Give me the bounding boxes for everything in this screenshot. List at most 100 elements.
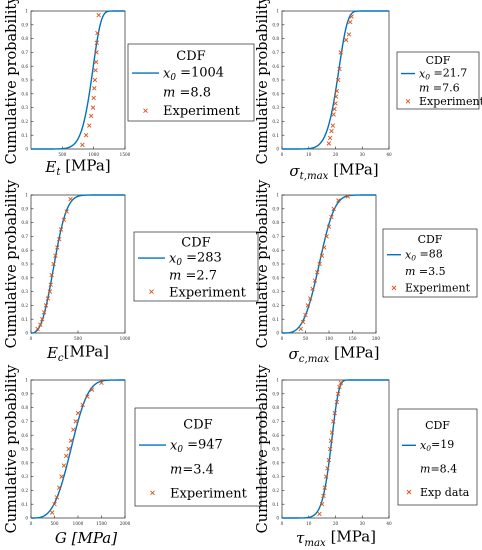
legend-entry: x0 =283 xyxy=(169,250,222,268)
experiment-point xyxy=(49,510,55,515)
y-tick-label: 0.9 xyxy=(272,22,279,27)
y-tick-label: 0.5 xyxy=(272,78,279,83)
legend-entry: x0 =1004 xyxy=(163,65,224,83)
legend: CDF x0 =947 m=3.4 Experiment xyxy=(134,407,262,507)
x-tick-label: 30 xyxy=(360,521,366,526)
x-tick-label: 500 xyxy=(58,152,66,157)
cdf-curve xyxy=(31,194,125,334)
y-tick-label: 1 xyxy=(25,193,28,198)
x-tick-label: 0 xyxy=(281,336,284,341)
y-axis-label: Cumulative probability xyxy=(4,0,20,164)
experiment-point xyxy=(89,387,95,392)
experiment-point xyxy=(327,446,333,452)
experiment-point xyxy=(64,209,69,214)
legend-entry: m=8.4 xyxy=(420,463,457,476)
experiment-point xyxy=(95,30,100,36)
experiment-point xyxy=(92,86,97,91)
experiment-point xyxy=(56,485,62,490)
legend-entry: m =8.8 xyxy=(163,85,211,100)
experiment-point xyxy=(321,493,326,499)
y-tick-label: 0.6 xyxy=(21,64,28,69)
y-tick-label: 0 xyxy=(25,331,28,336)
chart-panel-5: 0 0.1 0.2 0.3 0.4 0.5 0.6 0.7 0.8 0.9 1 0 500 1000 150… xyxy=(4,364,262,547)
y-tick-label: 0.2 xyxy=(272,119,279,124)
chart-panel-2: 00.10.20.30.40.50.60.70.80.910 10 20 30 40Cu… xyxy=(255,0,482,182)
experiment-point xyxy=(330,123,336,128)
y-tick-label: 0.6 xyxy=(21,433,28,438)
y-tick-label: 1 xyxy=(276,378,279,383)
experiment-point xyxy=(343,37,349,43)
experiment-point xyxy=(73,419,78,424)
legend-marker-swatch xyxy=(150,490,155,496)
x-tick-label: 1500 xyxy=(120,152,131,157)
y-axis-label: Cumulative probability xyxy=(4,179,20,349)
experiment-point xyxy=(322,245,327,250)
y-tick-label: 0.6 xyxy=(21,248,28,253)
experiment-point xyxy=(93,68,98,73)
x-tick-label: 0 xyxy=(30,336,33,341)
experiment-point xyxy=(93,59,99,65)
experiment-point xyxy=(327,135,333,141)
y-tick-label: 0.8 xyxy=(272,36,279,41)
experiment-point xyxy=(92,77,98,83)
y-tick-label: 0.9 xyxy=(21,22,28,27)
legend-entry: Experiment xyxy=(170,486,248,501)
y-tick-label: 0.5 xyxy=(272,262,279,267)
y-axis-label: Cumulative probability xyxy=(4,364,20,534)
legend-marker-swatch xyxy=(406,489,412,495)
experiment-point xyxy=(346,32,352,37)
experiment-point xyxy=(328,438,334,443)
experiment-point xyxy=(324,234,329,239)
legend-entry: m =7.6 xyxy=(419,81,460,94)
experiment-point xyxy=(55,245,60,250)
legend: CDF x0=19 m=8.4 Exp data xyxy=(397,408,478,506)
y-tick-label: 0.6 xyxy=(272,248,279,253)
experiment-point xyxy=(319,253,325,258)
legend-marker-swatch xyxy=(405,99,411,104)
x-tick-label: 1000 xyxy=(73,521,84,526)
x-tick-label: 40 xyxy=(386,152,392,157)
experiment-point xyxy=(64,453,69,459)
experiment-point xyxy=(83,132,89,138)
experiment-point xyxy=(326,457,332,463)
legend-title: CDF xyxy=(181,235,210,250)
y-tick-label: 0.9 xyxy=(272,391,279,396)
experiment-point xyxy=(94,50,99,55)
y-tick-label: 0.7 xyxy=(21,234,28,239)
experiment-point xyxy=(96,12,101,18)
experiment-point xyxy=(48,282,53,287)
x-tick-label: 30 xyxy=(360,152,366,157)
experiment-point xyxy=(43,303,49,308)
experiment-point xyxy=(317,261,322,267)
experiment-point xyxy=(91,95,96,101)
legend-entry: m =2.7 xyxy=(169,268,217,283)
experiment-point xyxy=(329,214,334,220)
experiment-point xyxy=(80,142,85,148)
experiment-point xyxy=(38,322,43,327)
y-tick-label: 0.4 xyxy=(272,275,279,280)
legend-entry: Experiment xyxy=(405,282,471,295)
plot-area xyxy=(30,379,126,519)
experiment-point xyxy=(52,501,57,507)
experiment-point xyxy=(335,391,341,397)
experiment-point xyxy=(337,384,342,390)
x-tick-label: 10 xyxy=(306,152,312,157)
x-axis-label: G [MPa] xyxy=(55,529,117,547)
experiment-point xyxy=(317,511,322,517)
y-tick-label: 0.4 xyxy=(272,460,279,465)
experiment-point xyxy=(71,427,76,432)
y-tick-label: 0 xyxy=(25,516,28,521)
y-tick-label: 0 xyxy=(276,516,279,521)
legend-entry: Exp data xyxy=(420,486,470,499)
experiment-point xyxy=(87,123,92,128)
experiment-point xyxy=(336,198,341,203)
experiment-point xyxy=(349,14,354,19)
legend-entry: m =3.5 xyxy=(405,265,446,278)
experiment-point xyxy=(319,501,325,507)
x-tick-label: 1000 xyxy=(120,336,131,341)
legend-box xyxy=(382,228,478,298)
experiment-point xyxy=(99,380,104,385)
experiment-point xyxy=(326,141,332,146)
